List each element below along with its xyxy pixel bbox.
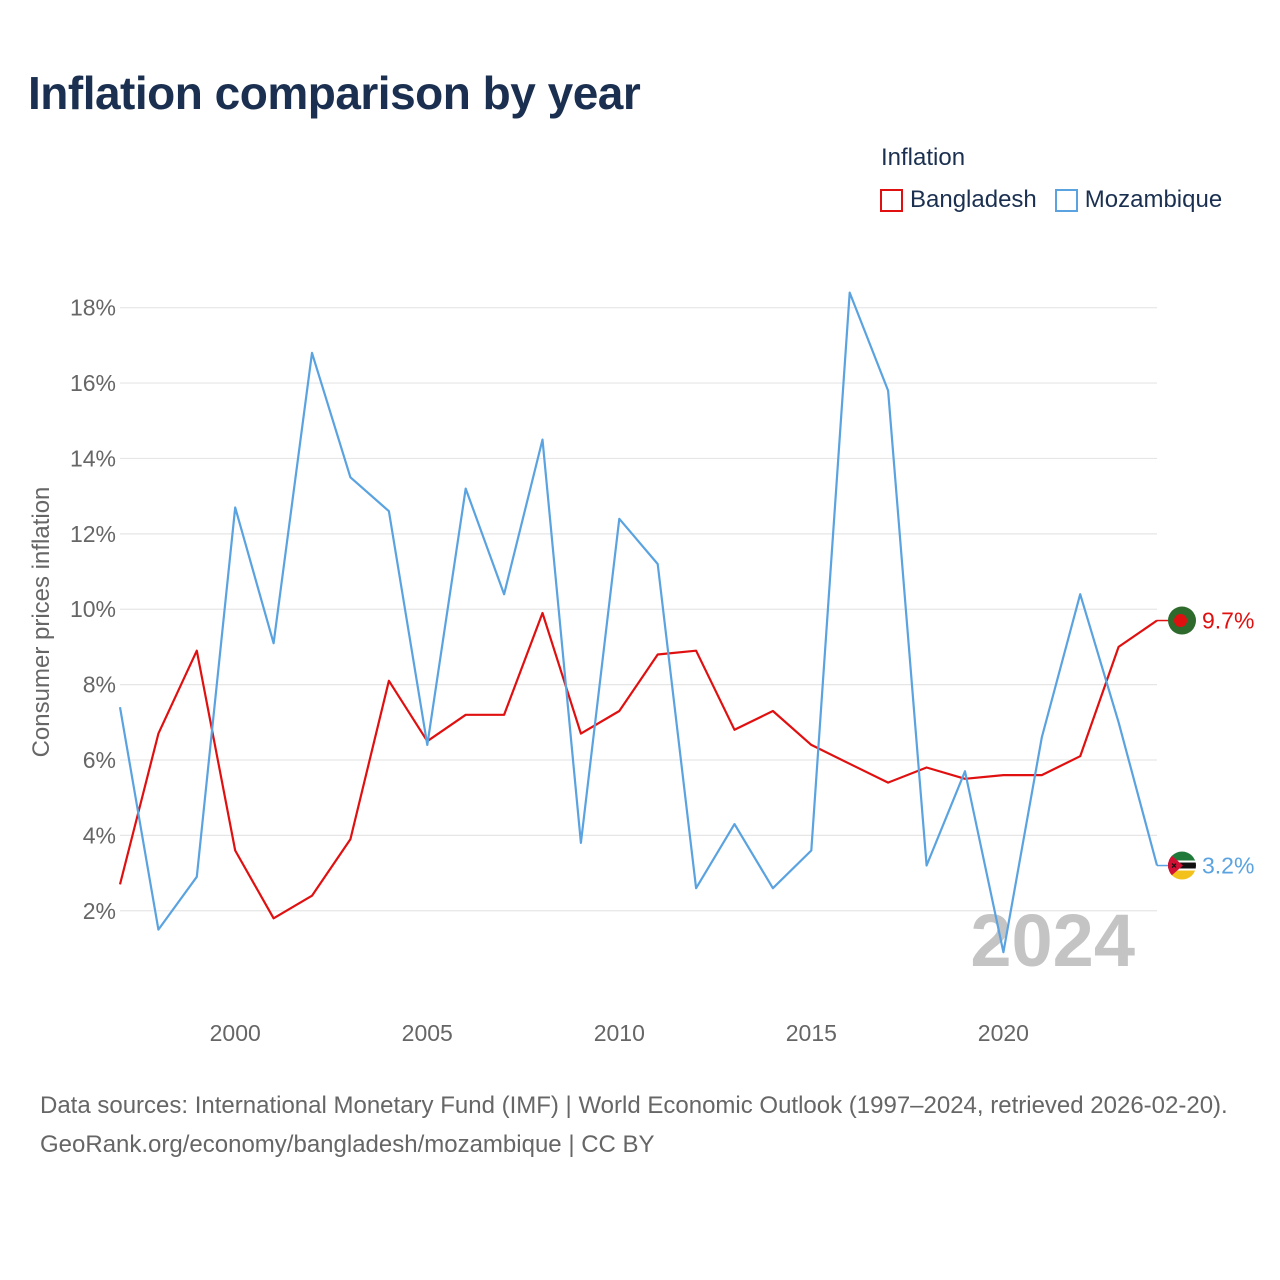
x-tick-label: 2015 [786, 1020, 837, 1046]
y-axis-label: Consumer prices inflation [28, 486, 55, 758]
chart-title: Inflation comparison by year [28, 67, 641, 119]
legend-item-mozambique[interactable]: Mozambique [1054, 186, 1223, 214]
end-markers: 9.7% 3.2% [1157, 606, 1254, 880]
x-axis-ticks: 2000 2005 2010 2015 2020 [210, 1020, 1029, 1046]
source-line-2: GeoRank.org/economy/bangladesh/mozambiqu… [40, 1131, 655, 1158]
y-tick-label: 18% [70, 295, 116, 321]
mozambique-flag-icon [1168, 851, 1196, 880]
y-tick-label: 8% [83, 672, 116, 698]
x-tick-label: 2010 [594, 1020, 645, 1046]
y-tick-label: 4% [83, 822, 116, 848]
end-label-bangladesh: 9.7% [1202, 608, 1254, 634]
source-footer: Data sources: International Monetary Fun… [40, 1086, 1250, 1164]
legend-item-bangladesh[interactable]: Bangladesh [880, 186, 1037, 214]
legend-title: Inflation [881, 144, 966, 171]
y-tick-label: 12% [70, 521, 116, 547]
series-line-mozambique [118, 291, 1159, 954]
bangladesh-flag-icon [1168, 606, 1196, 635]
x-tick-label: 2020 [978, 1020, 1029, 1046]
y-tick-label: 14% [70, 445, 116, 471]
y-tick-label: 2% [83, 898, 116, 924]
x-tick-label: 2005 [402, 1020, 453, 1046]
legend-label-mozambique: Mozambique [1084, 186, 1223, 213]
series-line-bangladesh [118, 611, 1158, 920]
y-tick-label: 6% [83, 747, 116, 773]
y-tick-label: 16% [70, 370, 116, 396]
end-label-mozambique: 3.2% [1202, 853, 1254, 879]
y-tick-label: 10% [70, 596, 116, 622]
y-axis-ticks: 2% 4% 6% 8% 10% 12% 14% 16% 18% [70, 295, 116, 924]
gridlines [120, 307, 1157, 912]
source-line-1: Data sources: International Monetary Fun… [40, 1092, 1228, 1119]
legend: Bangladesh Mozambique [880, 186, 1240, 214]
legend-swatch-mozambique [1054, 188, 1078, 212]
series-lines [118, 291, 1159, 954]
legend-label-bangladesh: Bangladesh [910, 186, 1037, 213]
legend-swatch-bangladesh [880, 188, 903, 212]
year-watermark: 2024 [970, 899, 1135, 982]
x-tick-label: 2000 [210, 1020, 261, 1046]
